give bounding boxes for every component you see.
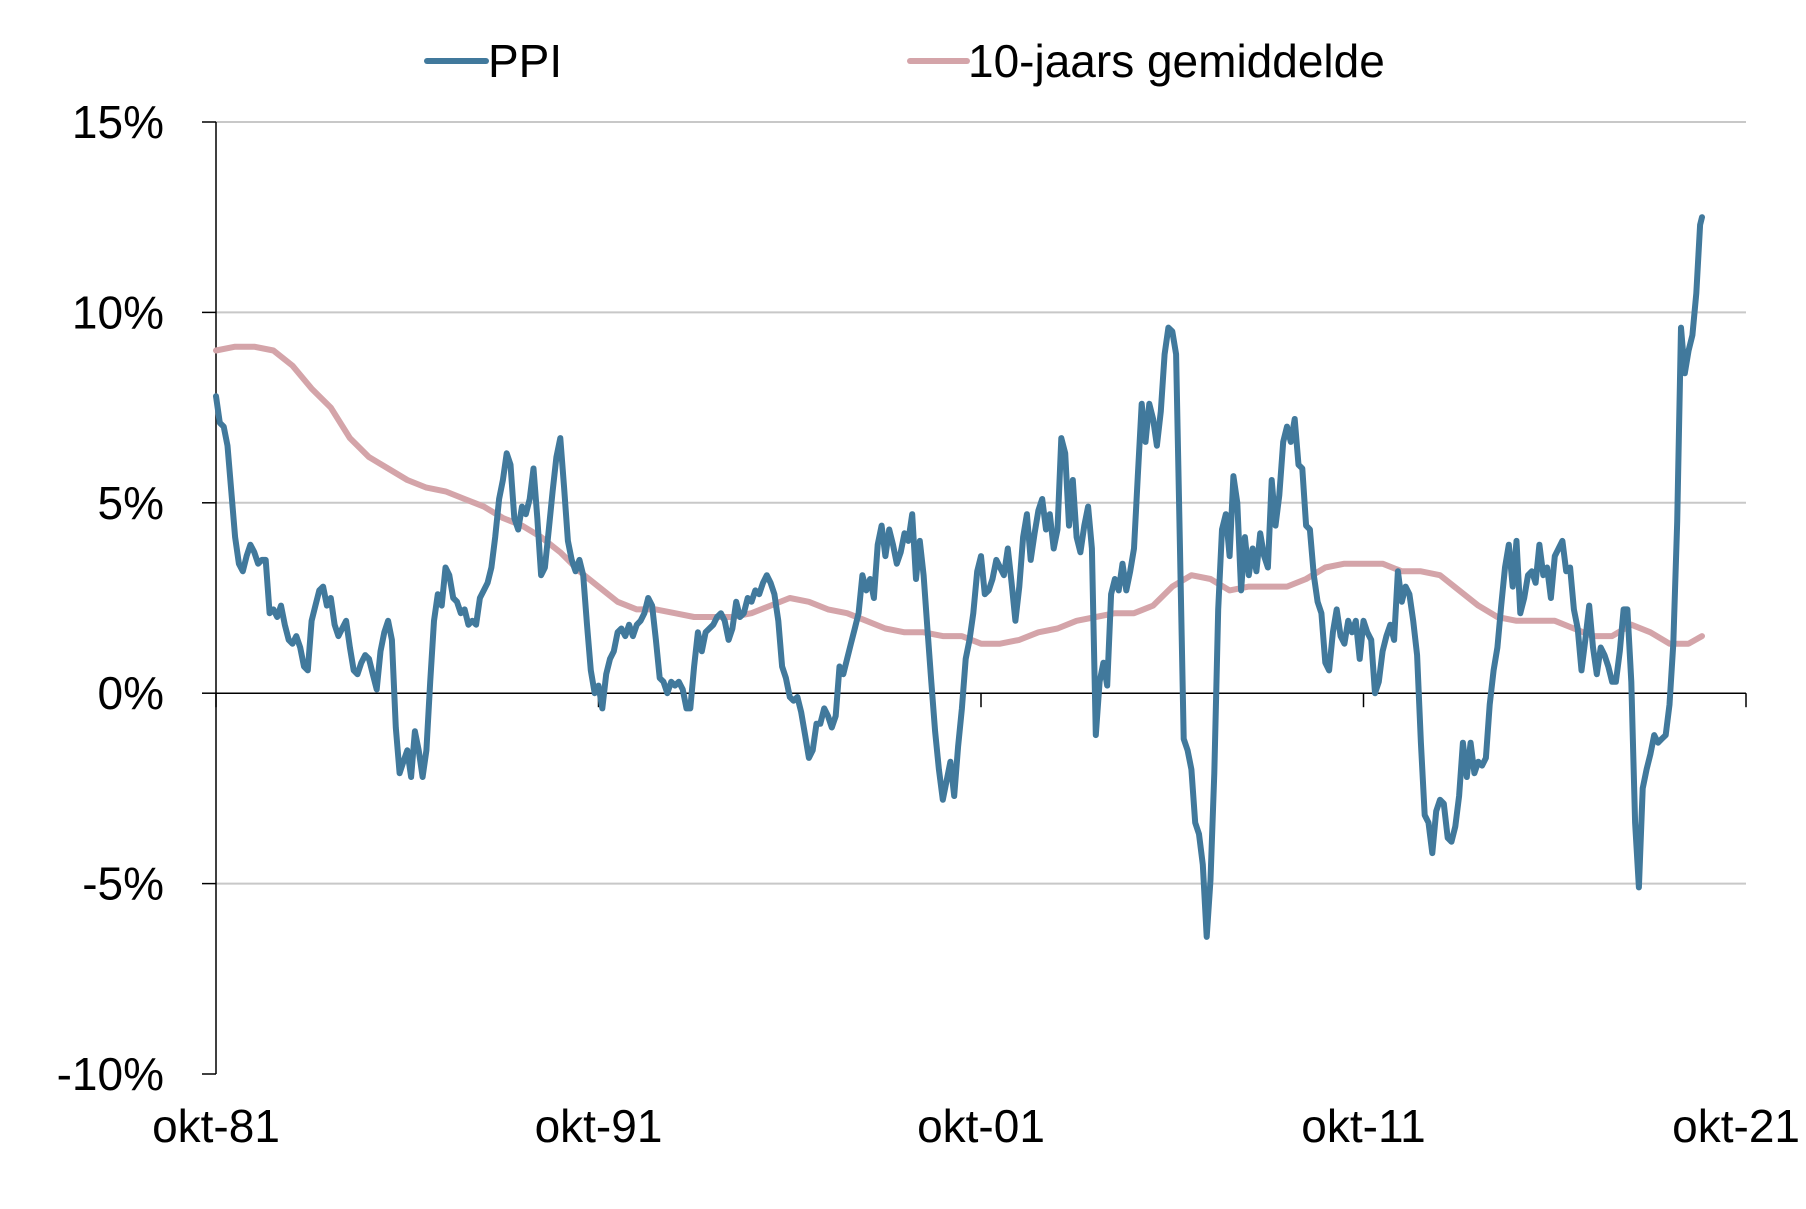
y-axis-ticks: 15% 10% 5% 0% -5% -10% — [57, 96, 216, 1100]
legend-item-10-jaars-gemiddelde: 10-jaars gemiddelde — [907, 35, 1385, 87]
y-tick-label: 0% — [98, 667, 164, 719]
x-tick-label: okt-11 — [1301, 1100, 1425, 1152]
y-tick-label: 10% — [72, 286, 164, 338]
gridlines — [216, 121, 1746, 885]
y-tick-label: 5% — [98, 477, 164, 529]
x-tick-label: okt-91 — [535, 1100, 663, 1152]
x-tick-label: okt-81 — [152, 1100, 280, 1152]
legend-item-ppi: PPI — [424, 35, 562, 87]
x-axis-ticks: okt-81 okt-91 okt-01 okt-11 okt-21 — [152, 693, 1800, 1152]
series-line-10-jaars-gemiddelde — [213, 343, 1705, 647]
legend-label-10-jaars-gemiddelde: 10-jaars gemiddelde — [968, 35, 1385, 87]
series-layer — [213, 214, 1705, 940]
x-tick-label: okt-21 — [1672, 1100, 1800, 1152]
legend: PPI 10-jaars gemiddelde — [424, 35, 1385, 87]
y-tick-label: -10% — [57, 1048, 164, 1100]
y-tick-label: 15% — [72, 96, 164, 148]
x-tick-label: okt-01 — [917, 1100, 1045, 1152]
y-tick-label: -5% — [82, 858, 164, 910]
legend-label-ppi: PPI — [488, 35, 562, 87]
series-line-ppi — [213, 214, 1705, 940]
